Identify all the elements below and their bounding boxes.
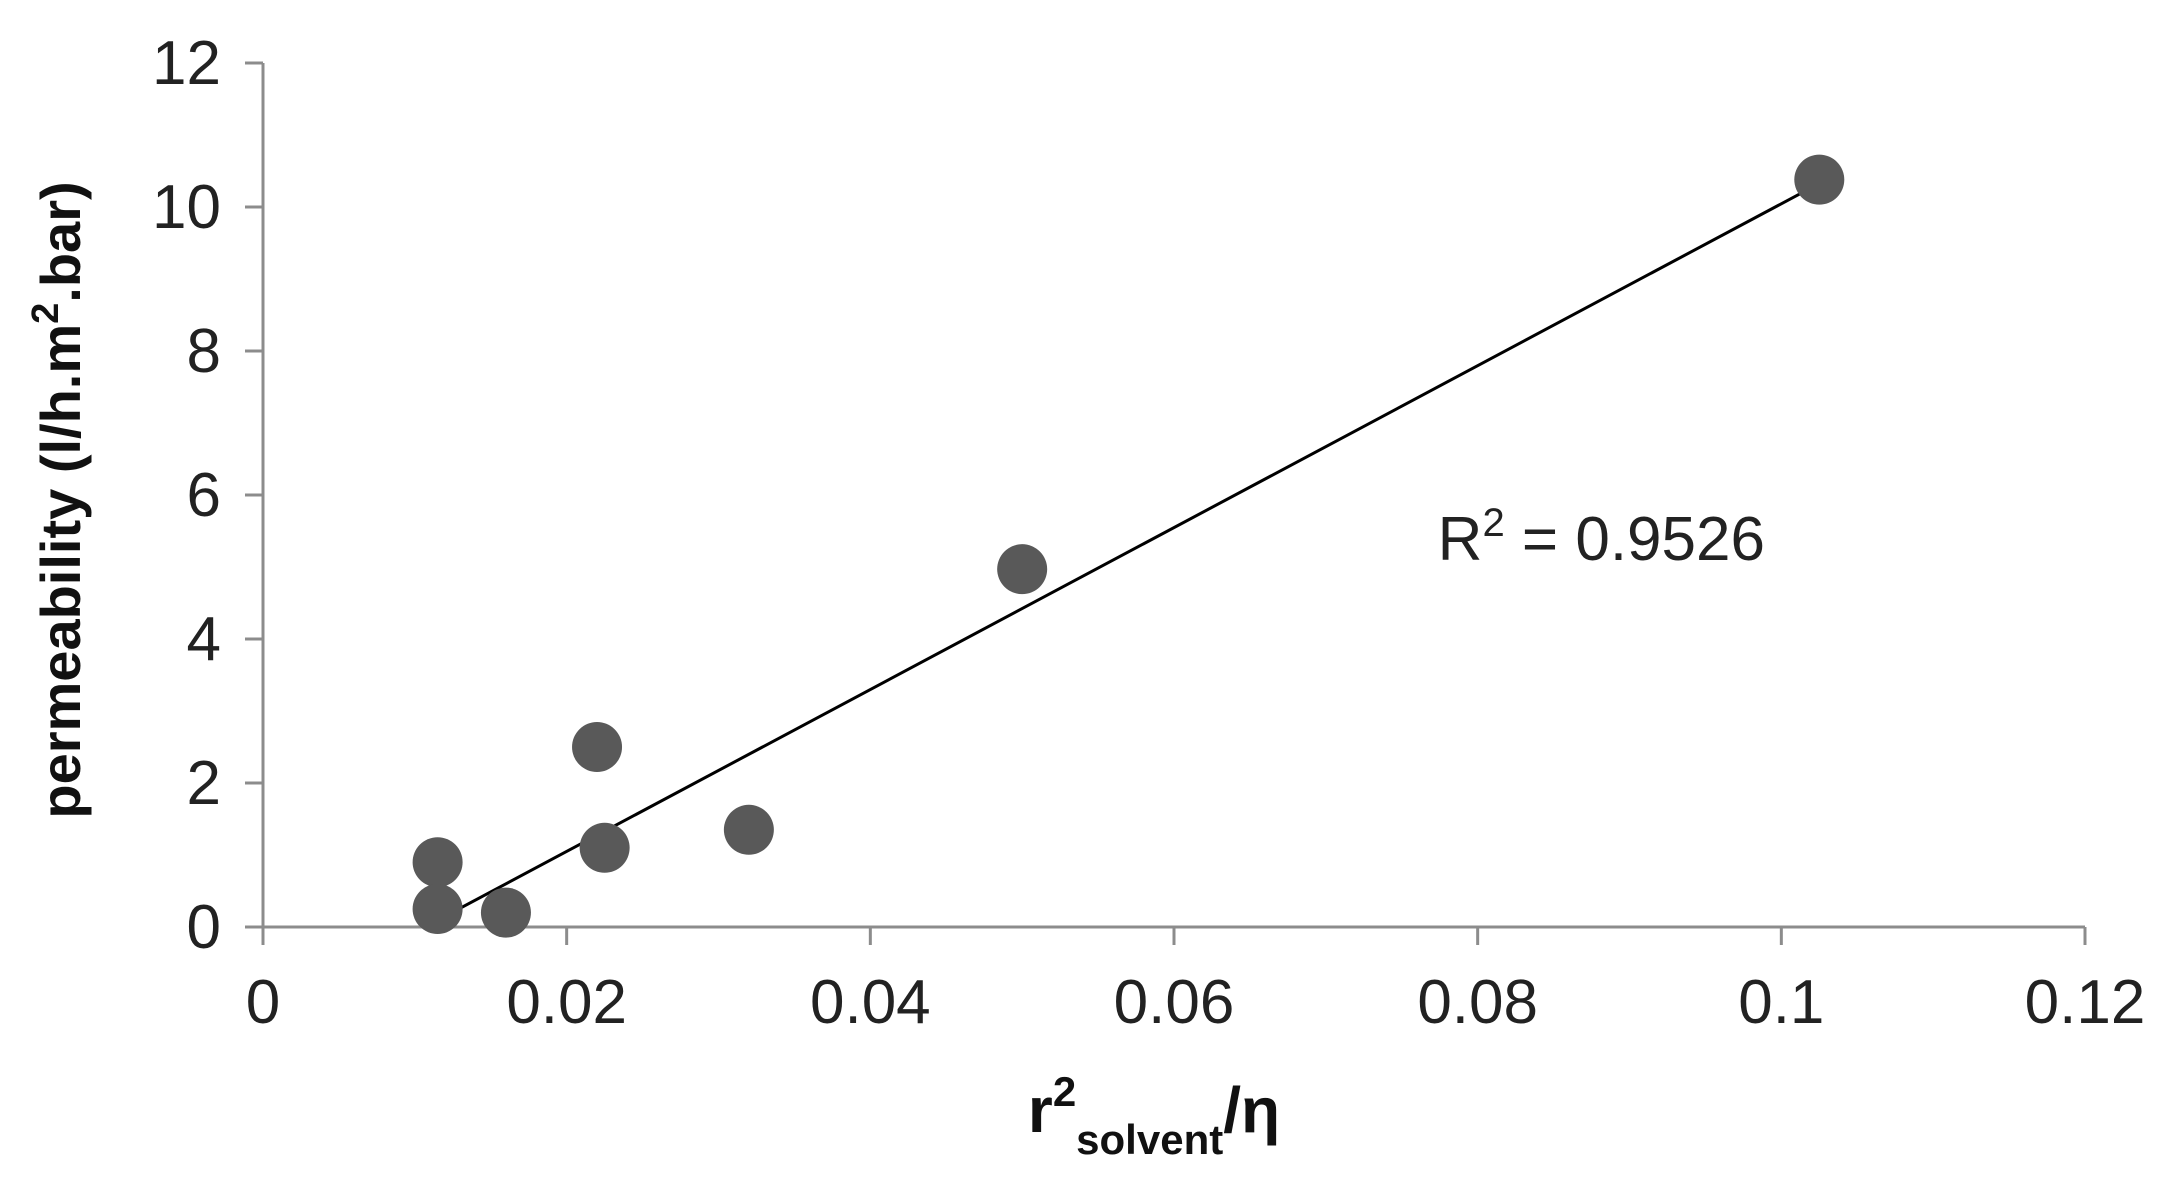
data-point <box>480 887 531 938</box>
data-point <box>1794 154 1845 205</box>
y-tick-label: 10 <box>152 173 221 242</box>
r-squared-value: = 0.9526 <box>1505 505 1765 574</box>
y-axis-title-sup: 2 <box>25 303 67 324</box>
y-tick-label: 4 <box>187 605 221 674</box>
x-axis-title-sub: solvent <box>1076 1116 1223 1163</box>
x-tick-label: 0.08 <box>1417 968 1538 1037</box>
y-tick-label: 8 <box>187 317 221 386</box>
trendline-group <box>444 186 1813 918</box>
x-tick-label: 0.12 <box>2025 968 2146 1037</box>
x-axis-title-tail: /η <box>1223 1074 1280 1146</box>
r-squared-sup: 2 <box>1482 501 1504 545</box>
y-tick-label: 12 <box>152 29 221 98</box>
y-axis-title-post: .bar) <box>29 181 92 302</box>
data-point <box>572 722 623 772</box>
r-squared-base: R <box>1438 505 1483 574</box>
data-point <box>412 884 463 934</box>
r-squared-annotation: R2 = 0.9526 <box>1438 501 1765 574</box>
y-axis-title: permeability (l/h.m2.bar) <box>25 181 92 818</box>
x-tick-label: 0.04 <box>810 968 931 1037</box>
data-points <box>412 154 1845 938</box>
y-tick-label: 2 <box>187 749 221 818</box>
x-axis-title: r2solvent/η <box>1028 1068 1280 1163</box>
x-axis-title-base: r <box>1028 1074 1053 1146</box>
data-point <box>412 837 463 888</box>
x-tick-label: 0 <box>246 968 280 1037</box>
x-tick-label: 0.1 <box>1738 968 1824 1037</box>
data-point <box>997 544 1048 595</box>
trendline <box>444 186 1813 918</box>
x-ticks: 0 0.02 0.04 0.06 0.08 0.1 0.12 <box>246 927 2146 1037</box>
x-axis-title-sup: 2 <box>1053 1068 1076 1115</box>
y-axis-title-pre: permeability (l/h.m <box>29 324 92 819</box>
data-point <box>723 804 774 855</box>
y-ticks: 0 2 4 6 8 10 12 <box>152 29 263 962</box>
y-tick-label: 6 <box>187 461 221 530</box>
y-tick-label: 0 <box>187 893 221 962</box>
data-point <box>579 822 630 873</box>
x-tick-label: 0.02 <box>506 968 627 1037</box>
x-tick-label: 0.06 <box>1114 968 1235 1037</box>
